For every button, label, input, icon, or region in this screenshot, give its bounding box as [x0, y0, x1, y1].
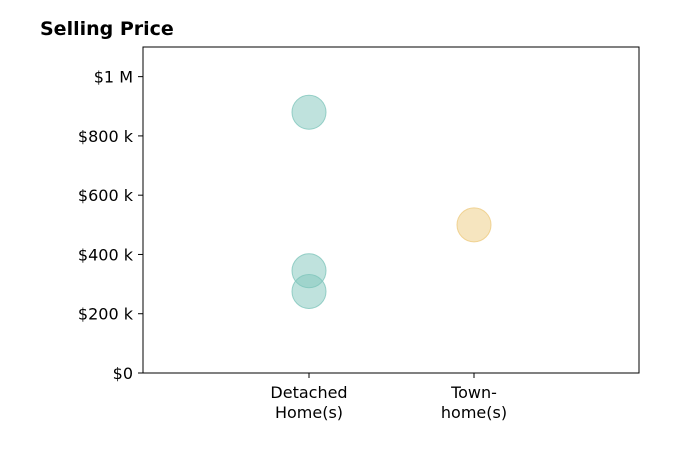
y-tick-label: $1 M: [94, 68, 133, 87]
y-tick-label: $200 k: [78, 305, 134, 324]
data-point: [291, 274, 327, 309]
plot-frame: [142, 46, 640, 374]
y-tick-label: $400 k: [78, 245, 134, 264]
y-axis: $0 $200 k $400 k $600 k $800 k $1 M: [78, 68, 143, 383]
data-point: [291, 94, 327, 130]
x-tick-label: Detached: [270, 383, 347, 402]
data-point: [456, 207, 492, 243]
y-tick-label: $0: [113, 364, 133, 383]
x-tick-label: Town-: [450, 383, 497, 402]
y-tick-label: $600 k: [78, 186, 134, 205]
x-tick-label: home(s): [441, 403, 507, 422]
points-layer: [291, 94, 492, 309]
x-tick-label: Home(s): [275, 403, 343, 422]
chart-title: Selling Price: [40, 18, 174, 40]
y-tick-label: $800 k: [78, 127, 134, 146]
